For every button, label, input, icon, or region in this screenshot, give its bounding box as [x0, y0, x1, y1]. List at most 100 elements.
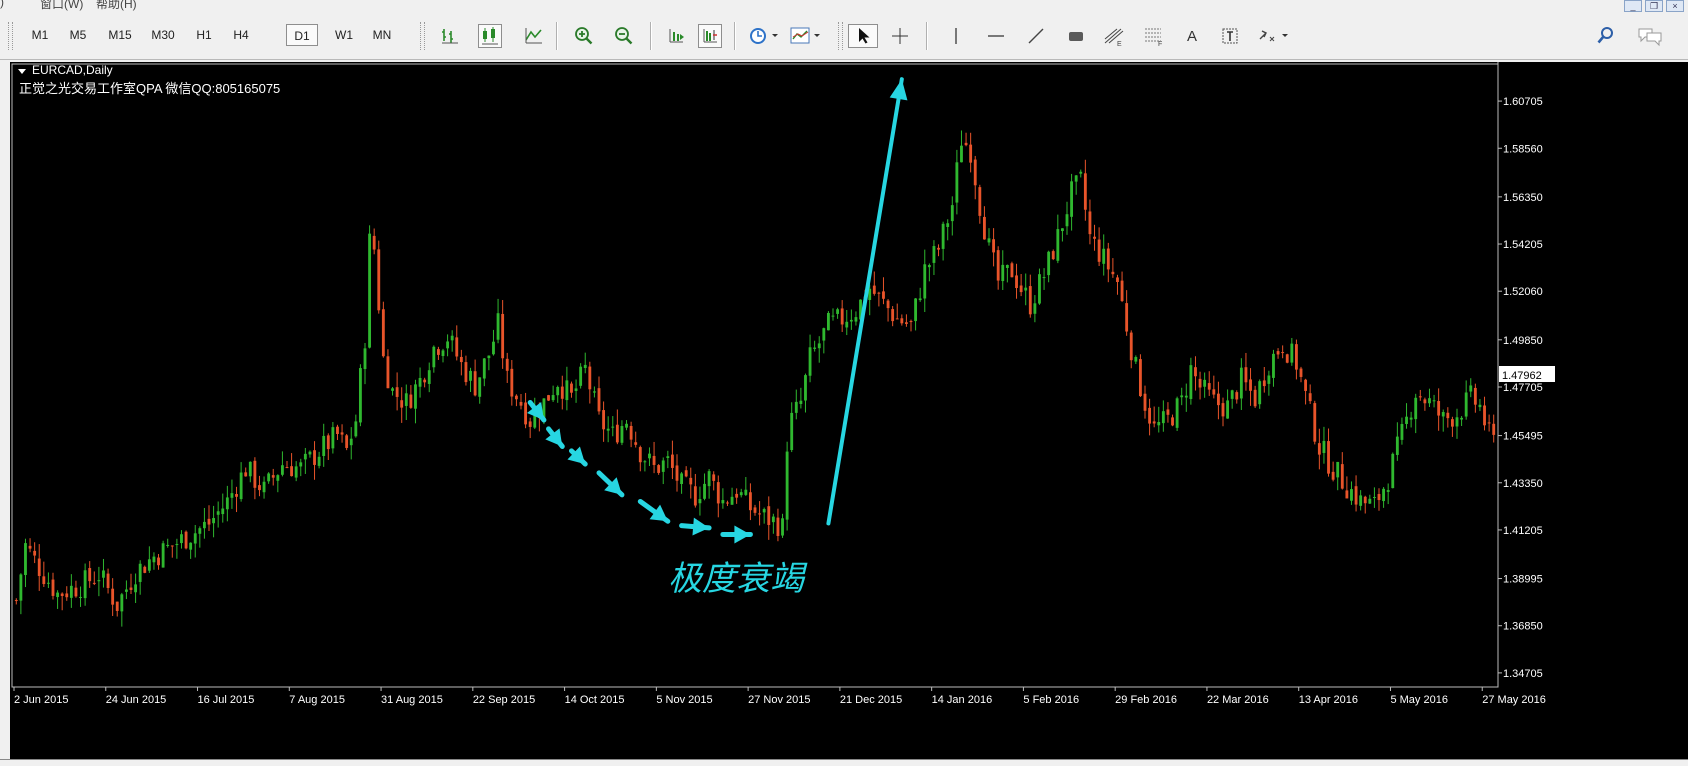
candle-body — [143, 566, 147, 573]
collapse-triangle-icon[interactable] — [18, 69, 26, 74]
time-tick-label: 7 Aug 2015 — [289, 694, 345, 706]
fibonacci-fan-icon[interactable]: F — [1142, 24, 1166, 48]
price-tick-label: 1.45495 — [1503, 431, 1543, 443]
chart-shift-icon[interactable] — [698, 24, 722, 48]
candle-body — [336, 426, 339, 434]
candle-body — [1455, 417, 1459, 427]
text-label-icon[interactable] — [1218, 24, 1242, 48]
candle-body — [317, 456, 321, 466]
auto-scroll-icon[interactable] — [664, 24, 688, 48]
candle-body — [950, 205, 954, 222]
candle-body — [1423, 399, 1427, 404]
candle-body — [1230, 390, 1234, 399]
candle-body — [1171, 417, 1174, 426]
timeframe-m30-button[interactable]: M30 — [151, 28, 175, 42]
chat-icon[interactable] — [1636, 24, 1666, 48]
timeframe-h1-button[interactable]: H1 — [196, 28, 212, 42]
candle-body — [1116, 277, 1119, 283]
channel-icon[interactable] — [1064, 24, 1088, 48]
candle-body — [418, 377, 422, 387]
minimize-button[interactable]: _ — [1624, 0, 1642, 12]
candle-body — [771, 516, 775, 523]
price-chart[interactable]: 1.60705 1.58560 1.56350 1.54205 1.52060 1.498… — [10, 62, 1688, 759]
arrows-icon[interactable] — [1256, 24, 1296, 48]
window-controls: _ ❐ × — [1624, 0, 1684, 14]
cursor-arrow-icon[interactable] — [848, 24, 878, 48]
time-tick-label: 27 May 2016 — [1482, 694, 1546, 706]
zoom-out-icon[interactable] — [612, 24, 636, 48]
zoom-in-icon[interactable] — [572, 24, 596, 48]
timeframe-w1-button[interactable]: W1 — [335, 28, 353, 42]
trend-line-icon[interactable] — [1024, 24, 1048, 48]
candle-body — [455, 337, 459, 357]
timeframe-m15-button[interactable]: M15 — [108, 28, 132, 42]
candle-body — [753, 507, 757, 513]
fibonacci-icon[interactable]: E — [1102, 24, 1126, 48]
bar-chart-icon[interactable] — [438, 24, 462, 48]
candle-body — [1386, 490, 1390, 492]
toolbar: M1 M5 M15 M30 H1 H4 D1 W1 MN — [0, 14, 1688, 60]
timeframe-m5-button[interactable]: M5 — [69, 28, 87, 42]
menu-help[interactable]: 帮助(H) — [96, 0, 137, 11]
clock-icon[interactable] — [748, 24, 782, 48]
time-tick-label: 2 Jun 2015 — [14, 694, 68, 706]
candle-body — [358, 368, 362, 423]
candle-body — [102, 570, 105, 578]
template-icon[interactable] — [790, 24, 824, 48]
candle-body — [551, 395, 555, 401]
candle-body — [459, 356, 463, 363]
vertical-line-icon[interactable] — [944, 24, 968, 48]
candle-body — [785, 451, 789, 520]
candle-body — [817, 343, 821, 349]
candle-body — [932, 246, 936, 263]
menu-window[interactable]: 窗口(W) — [40, 0, 84, 11]
candle-body — [1354, 486, 1358, 505]
candle-body — [895, 318, 899, 320]
chart-symbol-label: EURCAD,Daily — [32, 63, 113, 77]
price-axis: 1.60705 1.58560 1.56350 1.54205 1.52060 1.498… — [1498, 96, 1543, 680]
candle-body — [955, 162, 959, 203]
current-price-marker — [1499, 366, 1555, 382]
candle-body — [501, 313, 505, 359]
candlestick-chart-icon[interactable] — [478, 24, 502, 48]
candle-body — [450, 335, 454, 341]
candle-body — [170, 545, 174, 547]
toolbar-grip[interactable] — [838, 22, 843, 50]
candle-body — [1102, 248, 1106, 264]
candle-body — [464, 362, 468, 383]
timeframe-m1-button[interactable]: M1 — [31, 28, 49, 42]
candle-body — [505, 358, 509, 371]
candle-body — [822, 328, 826, 341]
restore-button[interactable]: ❐ — [1645, 0, 1663, 12]
search-icon[interactable] — [1594, 24, 1618, 48]
candle-body — [519, 401, 523, 406]
timeframe-d1-button[interactable]: D1 — [286, 24, 318, 46]
candle-body — [1005, 264, 1009, 268]
candle-body — [886, 300, 890, 309]
candle-body — [1450, 419, 1454, 427]
toolbar-grip[interactable] — [8, 22, 13, 50]
candle-body — [193, 533, 197, 544]
candle-body — [758, 513, 762, 515]
close-button[interactable]: × — [1666, 0, 1684, 12]
candle-body — [611, 426, 615, 428]
price-tick-label: 1.58560 — [1503, 143, 1543, 155]
text-icon[interactable]: A — [1180, 24, 1204, 48]
candle-body — [730, 496, 734, 505]
timeframe-mn-button[interactable]: MN — [372, 28, 392, 42]
candle-body — [244, 472, 248, 477]
candle-body — [1244, 367, 1248, 383]
timeframe-h4-button[interactable]: H4 — [233, 28, 249, 42]
candle-body — [1074, 175, 1078, 182]
horizontal-line-icon[interactable] — [984, 24, 1008, 48]
price-tick-label: 1.43350 — [1503, 478, 1543, 490]
candle-body — [381, 309, 385, 357]
toolbar-grip[interactable] — [420, 22, 425, 50]
candle-body — [1129, 332, 1133, 361]
line-chart-icon[interactable] — [522, 24, 546, 48]
candle-body — [19, 574, 23, 601]
price-tick-label: 1.56350 — [1503, 192, 1543, 204]
crosshair-icon[interactable] — [888, 24, 912, 48]
candle-body — [24, 543, 27, 576]
candle-body — [1198, 378, 1202, 388]
